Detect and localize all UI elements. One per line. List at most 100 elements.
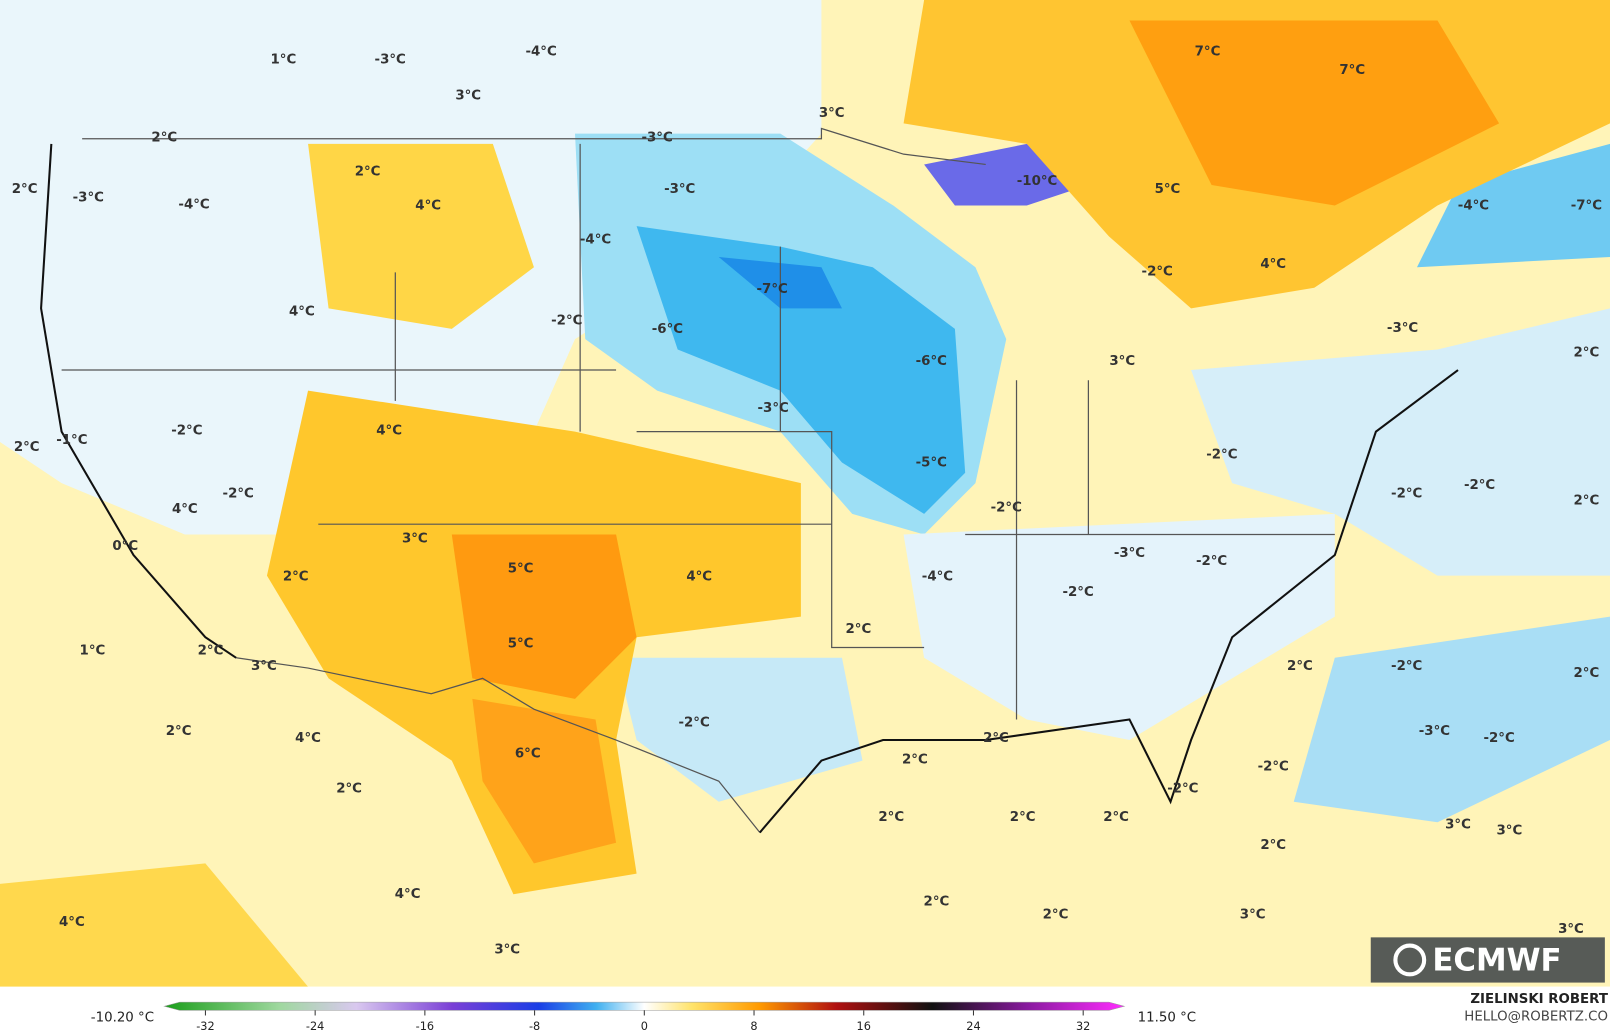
author: ZIELINSKI ROBERT: [1470, 992, 1608, 1007]
contour-label: -4°C: [1458, 199, 1489, 214]
contour-label: 3°C: [402, 532, 428, 547]
contour-label: -4°C: [922, 570, 953, 585]
contour-label: 2°C: [166, 724, 192, 739]
contour-label: -2°C: [1142, 264, 1173, 279]
contour-label: 5°C: [508, 636, 534, 651]
contour-label: -4°C: [525, 44, 556, 59]
contour-label: -2°C: [223, 486, 254, 501]
contour-label: 4°C: [376, 424, 402, 439]
contour-label: 3°C: [1109, 354, 1135, 369]
colorbar-max: 11.50 °C: [1138, 1011, 1196, 1026]
colorbar-tick-label: -32: [196, 1020, 214, 1033]
contour-label: 3°C: [819, 106, 845, 121]
contour-label: -3°C: [1419, 724, 1450, 739]
colorbar-tick-label: -16: [416, 1020, 434, 1033]
contour-label: 4°C: [415, 199, 441, 214]
colorbar-tick-label: -24: [306, 1020, 324, 1033]
contour-label: 2°C: [1574, 346, 1600, 361]
contour-label: 2°C: [336, 781, 362, 796]
contour-label: 6°C: [515, 746, 541, 761]
contour-label: -7°C: [757, 282, 788, 297]
contour-label: 5°C: [1155, 182, 1181, 197]
contour-label: 0°C: [112, 539, 138, 554]
contour-label: 4°C: [395, 887, 421, 902]
contour-label: -10°C: [1017, 174, 1058, 189]
contour-label: -6°C: [916, 354, 947, 369]
contour-label: 2°C: [355, 165, 381, 180]
borders: [40, 127, 1459, 834]
contour-label: -4°C: [178, 198, 209, 213]
contour-label: 3°C: [455, 89, 481, 104]
logo-text: ECMWF: [1432, 943, 1561, 979]
contour-label: -4°C: [580, 232, 611, 247]
contour-label: 4°C: [1260, 257, 1286, 272]
contour-label: -2°C: [171, 424, 202, 439]
contour-label: -5°C: [916, 456, 947, 471]
contour-label: 1°C: [80, 644, 106, 659]
contour-label: -1°C: [56, 433, 87, 448]
contour-label: 2°C: [1574, 494, 1600, 509]
contour-label: 2°C: [1260, 838, 1286, 853]
footer: [0, 986, 1610, 1035]
contour-label: -2°C: [678, 716, 709, 731]
contour-label: -2°C: [1483, 731, 1514, 746]
contour-label: 2°C: [198, 644, 224, 659]
contour-label: 7°C: [1339, 63, 1365, 78]
contour-label: 2°C: [902, 753, 928, 768]
colorbar-tick-label: 16: [857, 1020, 871, 1033]
contour-label: -6°C: [652, 322, 683, 337]
colorbar-tick-label: 8: [750, 1020, 757, 1033]
contour-label: -2°C: [551, 314, 582, 329]
contour-label: 3°C: [1240, 908, 1266, 923]
colorbar-ticks: -32 -24 -16 -8 0 8 16 24 32: [196, 1010, 1090, 1033]
contour-label: 3°C: [1558, 922, 1584, 937]
contour-label: -3°C: [642, 131, 673, 146]
contour-label: 2°C: [846, 622, 872, 637]
contour-label: -3°C: [73, 190, 104, 205]
colorbar: [163, 1001, 1126, 1011]
colorbar-tick-label: 0: [641, 1020, 648, 1033]
contour-label: 3°C: [1445, 817, 1471, 832]
contour-label: -2°C: [1062, 585, 1093, 600]
contour-label: 2°C: [1010, 810, 1036, 825]
colorbar-tick-label: -8: [529, 1020, 540, 1033]
contour-label: -2°C: [1464, 478, 1495, 493]
contour-label: 1°C: [271, 53, 297, 68]
contour-label: 3°C: [1497, 823, 1523, 838]
contour-label: 4°C: [172, 502, 198, 517]
contour-label: 2°C: [14, 440, 40, 455]
contour-label: 2°C: [878, 810, 904, 825]
contour-label: -2°C: [1206, 447, 1237, 462]
contour-label: 2°C: [151, 131, 177, 146]
contour-labels: 1°C -3°C -4°C 7°C 7°C 3°C 3°C 2°C -3°C 2°C -3°C -10…: [12, 44, 1602, 957]
logo-box: ECMWF: [1370, 937, 1605, 983]
contour-label: -2°C: [1391, 486, 1422, 501]
contour-label: -2°C: [1196, 554, 1227, 569]
colorbar-min: -10.20 °C: [91, 1011, 154, 1026]
contour-label: 4°C: [59, 915, 85, 930]
contour-label: 2°C: [283, 570, 309, 585]
contour-label: 3°C: [251, 659, 277, 674]
contour-label: 4°C: [289, 304, 315, 319]
contour-label: -3°C: [1387, 321, 1418, 336]
contour-label: 3°C: [494, 943, 520, 958]
contour-label: 4°C: [686, 570, 712, 585]
contact: HELLO@ROBERTZ.CO: [1464, 1009, 1608, 1024]
contour-label: -2°C: [1167, 781, 1198, 796]
colorbar-tick-label: 24: [966, 1020, 980, 1033]
contour-label: 2°C: [1574, 666, 1600, 681]
contour-label: -3°C: [1114, 546, 1145, 561]
contour-label: 2°C: [983, 731, 1009, 746]
contour-label: -3°C: [758, 401, 789, 416]
contour-label: 2°C: [12, 182, 38, 197]
contour-label: 2°C: [1103, 810, 1129, 825]
contour-label: 4°C: [295, 731, 321, 746]
colorbar-tick-label: 32: [1076, 1020, 1090, 1033]
map-background: [0, 0, 1610, 987]
contour-label: 2°C: [924, 894, 950, 909]
contour-label: 2°C: [1287, 659, 1313, 674]
contour-label: 2°C: [1043, 908, 1069, 923]
contour-label: 7°C: [1195, 44, 1221, 59]
contour-label: -2°C: [1391, 659, 1422, 674]
